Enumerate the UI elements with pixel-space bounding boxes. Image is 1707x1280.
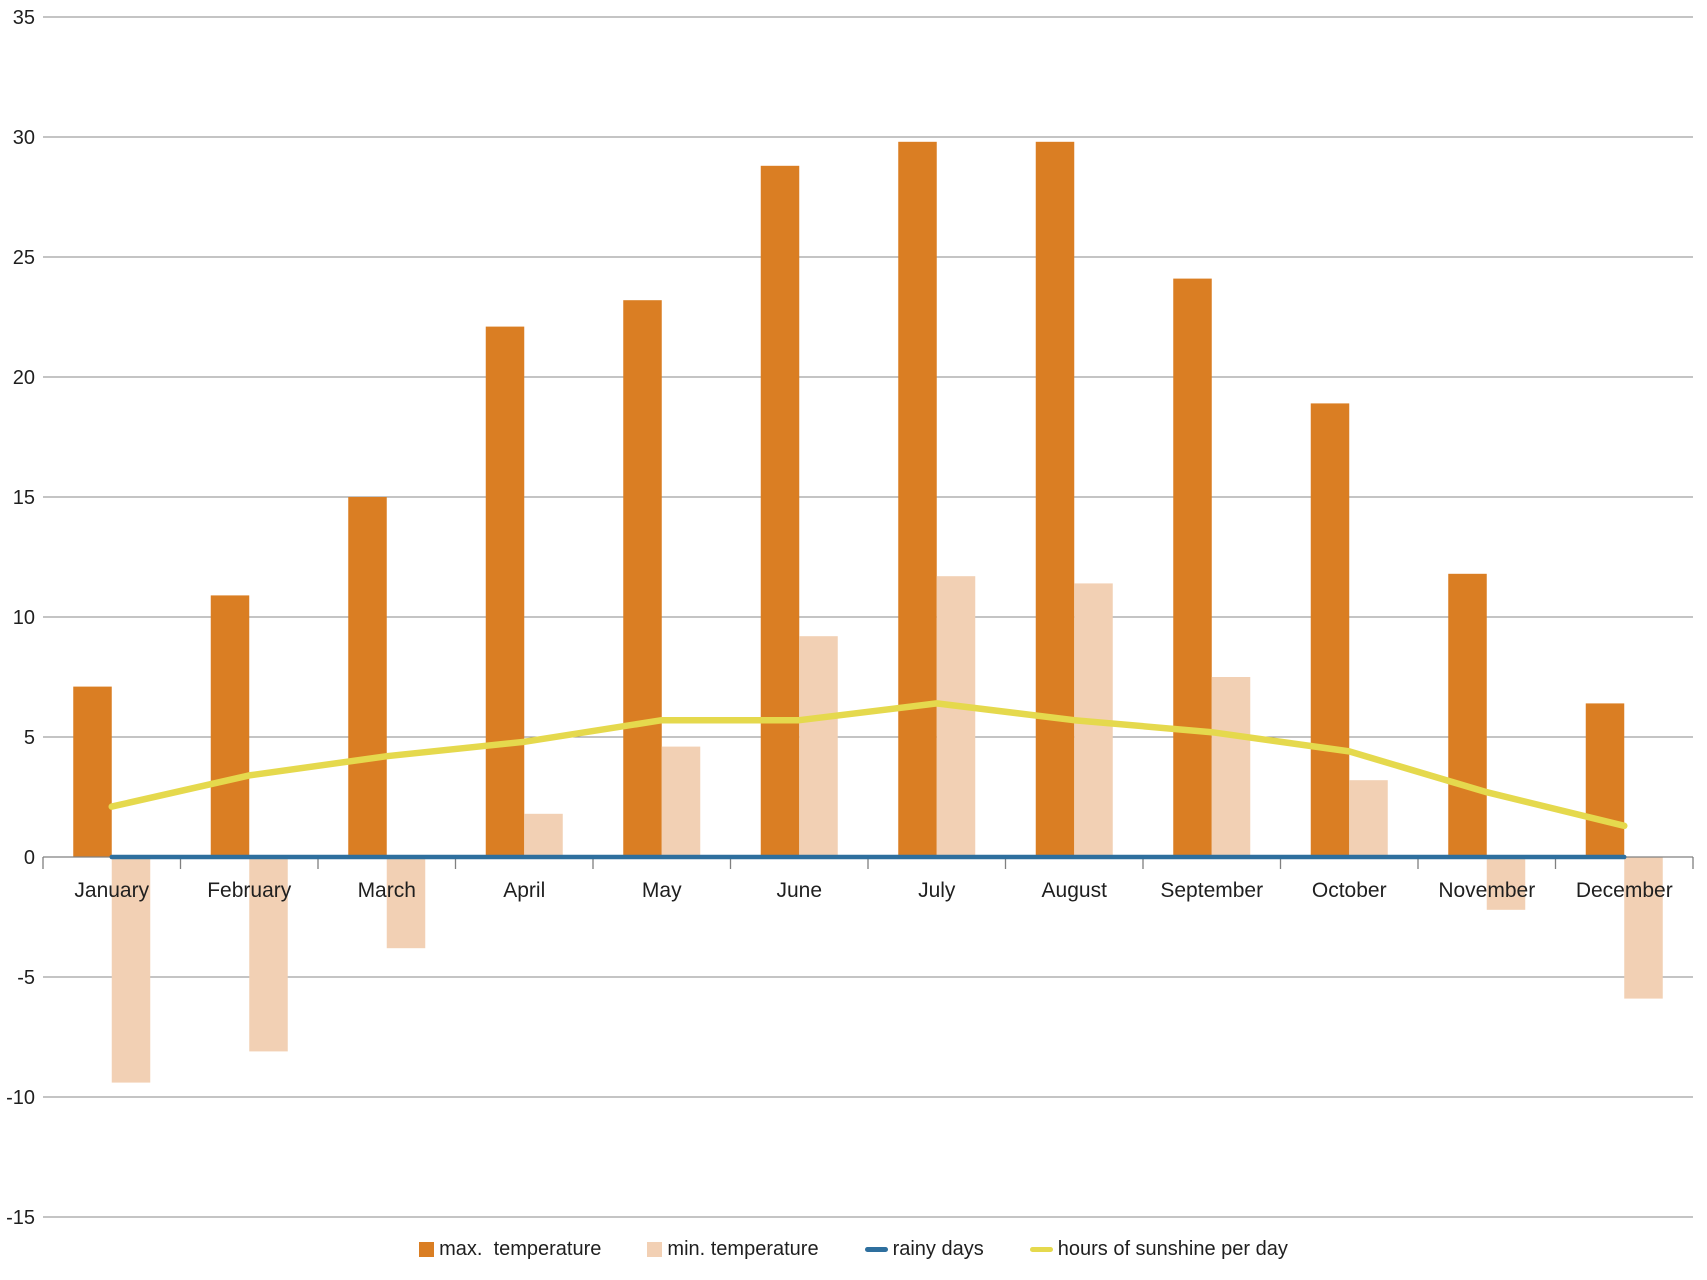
bar-max-temperature — [1448, 573, 1487, 857]
bar-min-temperature — [1624, 857, 1663, 999]
legend-label-hours-of-sunshine: hours of sunshine per day — [1057, 1238, 1288, 1260]
bar-min-temperature — [111, 857, 151, 1083]
bar-min-temperature — [799, 636, 838, 857]
y-axis-tick-label: 30 — [13, 127, 35, 149]
y-axis-tick-label: -15 — [6, 1207, 35, 1229]
y-axis-tick-label: -10 — [6, 1087, 35, 1109]
legend-swatch-min-temperature-icon — [647, 1242, 663, 1257]
legend-item-max-temperature: max. temperature — [419, 1238, 601, 1261]
line-series-hours-of-sunshine — [108, 700, 1628, 830]
chart-legend: max. temperature min. temperature rainy … — [0, 1238, 1707, 1261]
bar-max-temperature — [623, 300, 662, 857]
y-axis-tick-label: -5 — [17, 967, 35, 989]
bar-min-temperature — [1486, 857, 1526, 910]
legend-label-max-temperature: max. temperature — [439, 1238, 602, 1260]
bar-max-temperature — [1173, 278, 1212, 858]
x-axis-category-label: October — [1312, 879, 1387, 902]
bar-max-temperature — [348, 497, 387, 857]
x-axis-category-label: February — [207, 879, 292, 902]
x-axis-category-label: June — [776, 879, 822, 902]
bar-min-temperature — [249, 857, 288, 1052]
bar-min-temperature — [1349, 780, 1388, 857]
bar-max-temperature — [1035, 141, 1075, 858]
x-axis-category-label: April — [503, 879, 545, 902]
legend-swatch-hours-of-sunshine-icon — [1029, 1247, 1053, 1252]
y-axis-tick-label: 10 — [13, 607, 35, 629]
y-axis-tick-label: 25 — [13, 247, 35, 269]
legend-label-min-temperature: min. temperature — [667, 1238, 819, 1260]
bar-min-temperature — [661, 746, 701, 857]
legend-item-rainy-days: rainy days — [864, 1238, 984, 1261]
bar-max-temperature — [760, 165, 800, 858]
x-axis-category-label: September — [1160, 879, 1263, 902]
bar-min-temperature — [936, 576, 976, 857]
bar-min-temperature — [524, 813, 563, 857]
x-axis-category-label: July — [918, 879, 956, 902]
y-axis-tick-label: 35 — [13, 7, 35, 29]
x-axis-category-label: January — [74, 879, 149, 902]
bar-max-temperature — [485, 326, 525, 858]
y-axis-tick-label: 15 — [13, 487, 35, 509]
x-axis-category-label: December — [1576, 879, 1673, 902]
bar-max-temperature — [210, 595, 250, 857]
x-axis-category-label: August — [1042, 879, 1108, 902]
bar-max-temperature — [1310, 403, 1350, 857]
legend-swatch-rainy-days-icon — [864, 1247, 888, 1252]
legend-label-rainy-days: rainy days — [892, 1238, 984, 1260]
legend-item-min-temperature: min. temperature — [647, 1238, 819, 1261]
x-axis-category-label: May — [642, 879, 682, 902]
x-axis-category-label: March — [358, 879, 416, 902]
y-axis-tick-label: 20 — [13, 367, 35, 389]
bar-max-temperature — [1585, 703, 1625, 857]
bar-max-temperature — [73, 686, 112, 857]
bar-min-temperature — [1211, 677, 1251, 857]
y-axis-tick-label: 5 — [24, 727, 35, 749]
y-axis-tick-label: 0 — [24, 847, 35, 869]
x-axis-category-label: November — [1438, 879, 1535, 902]
bar-max-temperature — [898, 141, 937, 858]
bar-min-temperature — [386, 857, 426, 949]
legend-item-hours-of-sunshine: hours of sunshine per day — [1029, 1238, 1288, 1261]
legend-swatch-max-temperature-icon — [419, 1242, 435, 1257]
